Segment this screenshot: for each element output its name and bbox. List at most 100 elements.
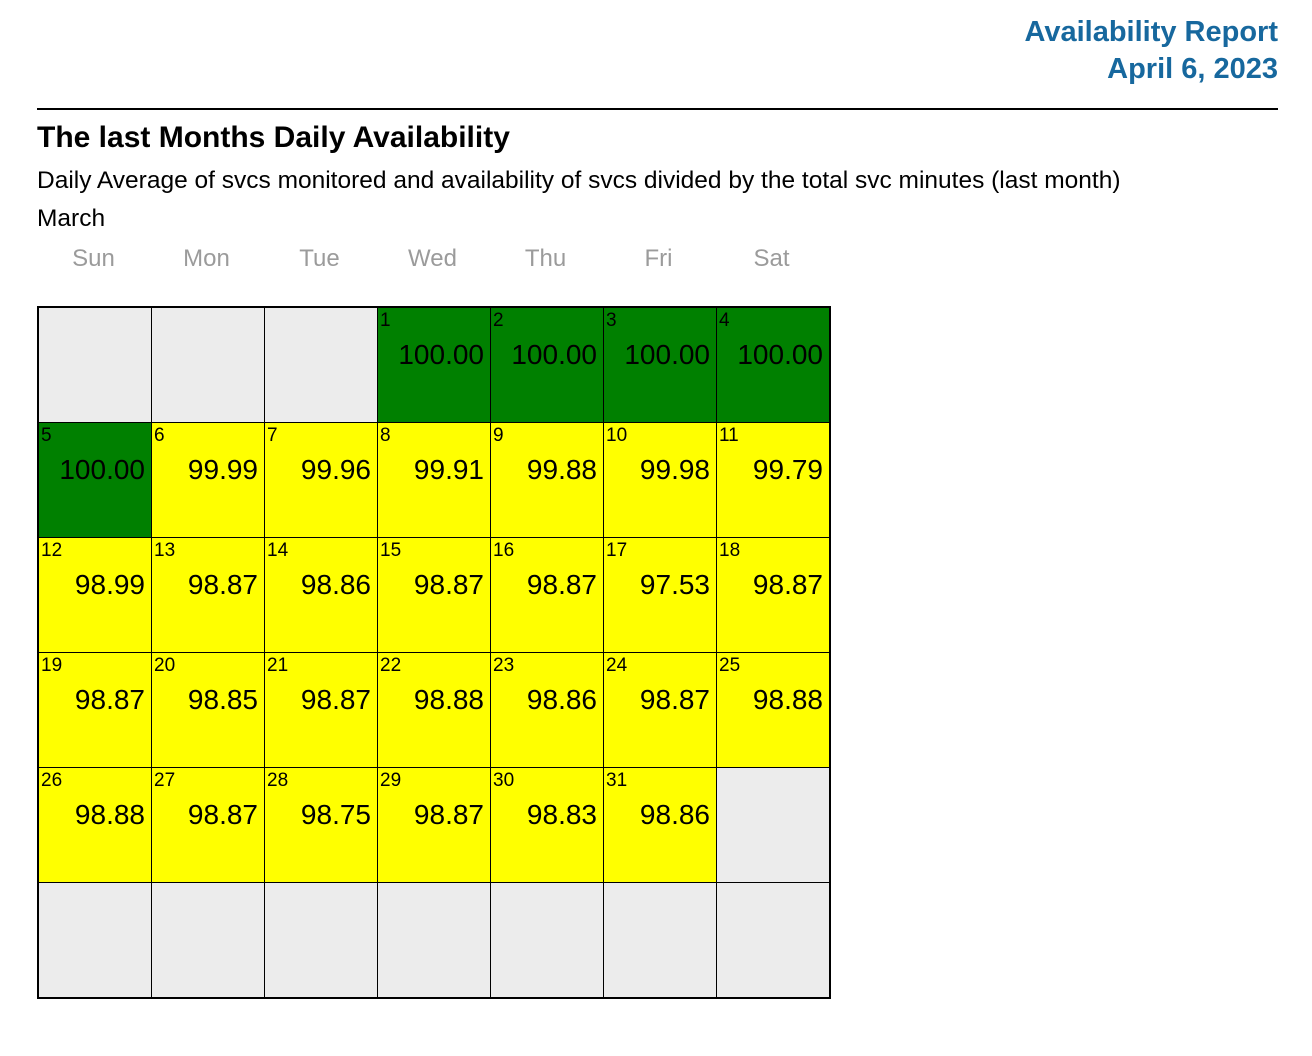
availability-value: 100.00 (398, 339, 484, 370)
report-title: Availability Report (1024, 16, 1278, 48)
weekday-label: Fri (644, 245, 673, 272)
day-number: 17 (606, 540, 628, 561)
day-number: 7 (267, 425, 278, 446)
availability-value: 98.88 (74, 799, 145, 830)
calendar-week-row (37, 882, 831, 999)
availability-value: 100.00 (59, 454, 145, 485)
calendar-day-cell: 3 100.00 (603, 306, 717, 423)
calendar-day-cell: 30 98.83 (490, 767, 604, 883)
calendar-day-cell: 5 100.00 (37, 422, 152, 538)
calendar-day-cell: 25 98.88 (716, 652, 831, 768)
day-number: 29 (380, 770, 402, 791)
weekday-label: Thu (524, 245, 567, 272)
availability-value: 98.86 (639, 799, 710, 830)
calendar-day-cell: 13 98.87 (151, 537, 265, 653)
calendar-day-cell: 12 98.99 (37, 537, 152, 653)
calendar-day-cell: 23 98.86 (490, 652, 604, 768)
day-number: 16 (493, 540, 515, 561)
day-number: 6 (154, 425, 165, 446)
section-subtitle: Daily Average of svcs monitored and avai… (37, 167, 1121, 194)
calendar-empty-cell (716, 882, 831, 999)
day-number: 14 (267, 540, 289, 561)
weekday-label: Wed (408, 245, 457, 272)
calendar-empty-cell (264, 306, 378, 423)
availability-value: 99.99 (187, 454, 258, 485)
weekday-label: Sun (72, 245, 115, 272)
calendar-body: 1 100.00 2 100.00 3 100.00 4 100.00 5 100.00 6 99.9… (37, 306, 831, 999)
calendar-day-cell: 8 99.91 (377, 422, 491, 538)
day-number: 10 (606, 425, 628, 446)
calendar-day-cell: 4 100.00 (716, 306, 831, 423)
availability-value: 98.86 (300, 569, 371, 600)
day-number: 1 (380, 310, 391, 331)
calendar-week-row: 5 100.00 6 99.99 7 99.96 8 99.91 9 99.88 10 99.98 11… (37, 422, 831, 538)
month-label: March (37, 205, 106, 232)
day-number: 8 (380, 425, 391, 446)
calendar-day-cell: 29 98.87 (377, 767, 491, 883)
weekday-label: Sat (753, 245, 790, 272)
calendar-day-cell: 7 99.96 (264, 422, 378, 538)
day-number: 22 (380, 655, 402, 676)
calendar-day-cell: 14 98.86 (264, 537, 378, 653)
availability-value: 100.00 (737, 339, 823, 370)
calendar-day-cell: 24 98.87 (603, 652, 717, 768)
calendar-empty-cell (490, 882, 604, 999)
availability-value: 98.87 (752, 569, 823, 600)
calendar-day-cell: 27 98.87 (151, 767, 265, 883)
calendar-day-cell: 26 98.88 (37, 767, 152, 883)
day-number: 12 (41, 540, 63, 561)
calendar-empty-cell (264, 882, 378, 999)
availability-value: 98.87 (526, 569, 597, 600)
calendar-day-cell: 15 98.87 (377, 537, 491, 653)
weekday-row: Sun Mon Tue Wed Thu Fri Sat (37, 244, 1278, 274)
day-number: 19 (41, 655, 63, 676)
calendar-day-cell: 11 99.79 (716, 422, 831, 538)
day-number: 23 (493, 655, 515, 676)
availability-value: 99.91 (413, 454, 484, 485)
calendar-day-cell: 20 98.85 (151, 652, 265, 768)
day-number: 25 (719, 655, 741, 676)
calendar-empty-cell (377, 882, 491, 999)
availability-value: 98.87 (74, 684, 145, 715)
calendar-empty-cell (603, 882, 717, 999)
availability-value: 98.85 (187, 684, 258, 715)
availability-value: 99.96 (300, 454, 371, 485)
calendar-day-cell: 9 99.88 (490, 422, 604, 538)
availability-value: 97.53 (639, 569, 710, 600)
day-number: 13 (154, 540, 176, 561)
day-number: 20 (154, 655, 176, 676)
calendar-day-cell: 1 100.00 (377, 306, 491, 423)
header-divider (37, 108, 1278, 110)
availability-value: 98.86 (526, 684, 597, 715)
availability-value: 100.00 (624, 339, 710, 370)
section-title: The last Months Daily Availability (37, 121, 510, 154)
calendar-day-cell: 17 97.53 (603, 537, 717, 653)
day-number: 18 (719, 540, 741, 561)
calendar-week-row: 12 98.99 13 98.87 14 98.86 15 98.87 16 98.87 17 97.… (37, 537, 831, 653)
calendar-empty-cell (37, 306, 152, 423)
calendar-day-cell: 10 99.98 (603, 422, 717, 538)
day-number: 9 (493, 425, 504, 446)
calendar-empty-cell (151, 306, 265, 423)
availability-value: 98.75 (300, 799, 371, 830)
day-number: 5 (41, 425, 52, 446)
day-number: 28 (267, 770, 289, 791)
day-number: 26 (41, 770, 63, 791)
calendar-week-row: 1 100.00 2 100.00 3 100.00 4 100.00 (37, 306, 831, 423)
calendar-day-cell: 31 98.86 (603, 767, 717, 883)
calendar-day-cell: 2 100.00 (490, 306, 604, 423)
availability-value: 99.79 (752, 454, 823, 485)
day-number: 4 (719, 310, 730, 331)
availability-value: 98.87 (413, 799, 484, 830)
day-number: 21 (267, 655, 289, 676)
availability-value: 98.99 (74, 569, 145, 600)
calendar-day-cell: 18 98.87 (716, 537, 831, 653)
availability-value: 98.88 (413, 684, 484, 715)
day-number: 11 (719, 425, 739, 446)
day-number: 3 (606, 310, 617, 331)
availability-value: 98.87 (413, 569, 484, 600)
day-number: 31 (606, 770, 628, 791)
weekday-label: Mon (183, 245, 230, 272)
calendar-day-cell: 21 98.87 (264, 652, 378, 768)
availability-value: 99.88 (526, 454, 597, 485)
